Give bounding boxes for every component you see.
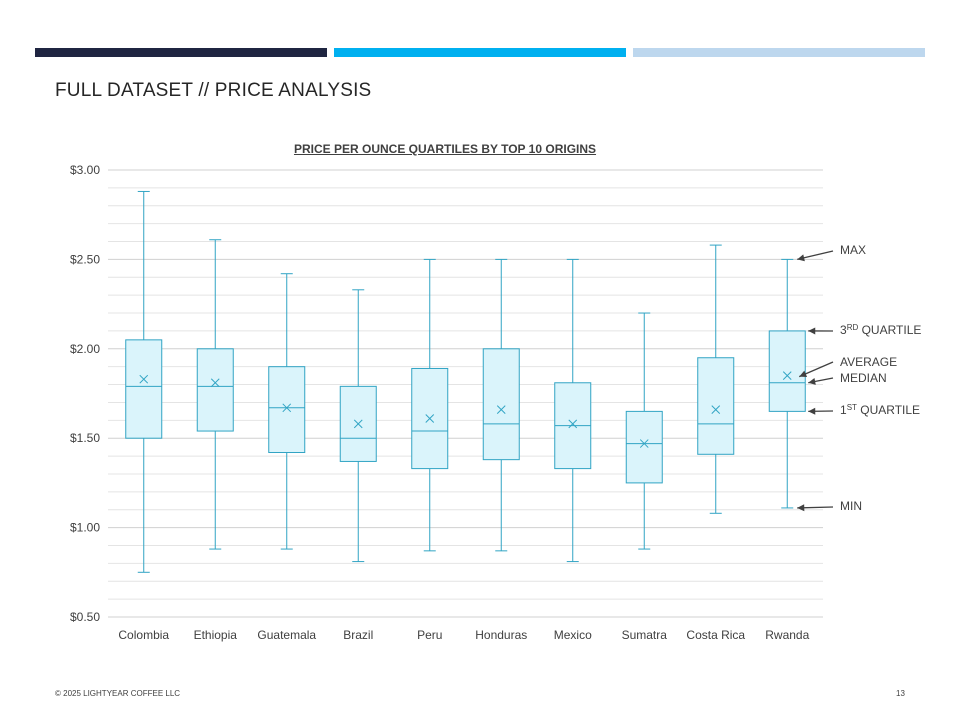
annotation-min-label: MIN (840, 499, 862, 513)
x-tick-label: Peru (417, 628, 442, 642)
arrow-head (797, 254, 805, 262)
iqr-box (196, 348, 234, 432)
x-tick-label: Rwanda (765, 628, 809, 642)
mean-marker (496, 405, 506, 414)
arrow-head (799, 370, 808, 378)
arrow-q1 (808, 407, 834, 415)
annotation-q3-suffix: RD (846, 323, 859, 332)
box-peru (411, 258, 449, 552)
annotation-q3-number: 3 (840, 323, 847, 337)
box-costa-rica (697, 244, 735, 514)
page-number: 13 (896, 689, 905, 698)
mean-marker (282, 403, 292, 413)
iqr-box (768, 330, 806, 412)
y-tick-label: $0.50 (70, 610, 100, 624)
box-guatemala (268, 273, 306, 550)
arrow-head (808, 407, 816, 415)
mean-marker (139, 374, 149, 384)
box-brazil (339, 289, 377, 563)
y-tick-label: $2.50 (70, 252, 100, 266)
annotation-average-label: AVERAGE (840, 355, 898, 369)
y-tick-label: $3.00 (70, 163, 100, 177)
footer-copyright: © 2025 LIGHTYEAR COFFEE LLC (55, 689, 181, 698)
arrow-median (808, 377, 834, 385)
arrow-head (797, 504, 805, 512)
chart-title: PRICE PER OUNCE QUARTILES BY TOP 10 ORIG… (293, 142, 597, 156)
slide-title: FULL DATASET // PRICE ANALYSIS (55, 80, 372, 101)
mean-marker (353, 419, 363, 429)
box-honduras (482, 258, 520, 552)
annotation-median-label: MEDIAN (840, 371, 887, 385)
annotation-q3: 3RD QUARTILE (840, 324, 921, 337)
x-tick-label: Guatemala (257, 628, 316, 642)
iqr-box (625, 410, 663, 484)
annotation-q1-suffix: ST (846, 403, 857, 412)
iqr-box (268, 366, 306, 454)
arrow-q3 (808, 327, 834, 335)
mean-marker (782, 371, 792, 380)
x-tick-label: Ethiopia (194, 628, 238, 642)
annotation-median: MEDIAN (840, 372, 887, 385)
header-band-blue (334, 48, 626, 57)
box-sumatra (625, 312, 663, 550)
box-rwanda (768, 258, 806, 509)
x-tick-label: Mexico (554, 628, 592, 642)
x-tick-label: Honduras (475, 628, 527, 642)
y-tick-label: $1.00 (70, 521, 100, 535)
mean-marker (568, 419, 578, 429)
annotation-average: AVERAGE (840, 356, 897, 369)
annotation-q1-label: QUARTILE (860, 403, 921, 417)
box-ethiopia (196, 239, 234, 550)
arrow-max (797, 250, 834, 262)
box-colombia (125, 190, 163, 573)
annotation-max: MAX (840, 244, 866, 257)
annotation-q1: 1ST QUARTILE (840, 404, 920, 417)
iqr-box (125, 339, 163, 439)
annotation-max-label: MAX (840, 243, 867, 257)
header-band-dark (35, 48, 327, 57)
mean-marker (425, 414, 435, 423)
mean-marker (711, 405, 721, 414)
y-tick-label: $1.50 (70, 431, 100, 445)
annotation-q1-number: 1 (840, 403, 847, 417)
annotation-q3-label: QUARTILE (861, 323, 922, 337)
mean-marker (639, 439, 649, 448)
x-tick-label: Sumatra (622, 628, 668, 642)
mean-marker (210, 378, 220, 388)
x-tick-label: Colombia (118, 628, 169, 642)
header-band-light (633, 48, 925, 57)
arrow-head (808, 378, 816, 385)
iqr-box (697, 357, 735, 455)
arrow-average (798, 361, 834, 378)
annotation-min: MIN (840, 500, 862, 513)
box-mexico (554, 258, 592, 563)
x-tick-label: Costa Rica (686, 628, 745, 642)
arrow-min (797, 504, 834, 512)
y-tick-label: $2.00 (70, 342, 100, 356)
x-tick-label: Brazil (343, 628, 373, 642)
arrow-head (808, 327, 816, 335)
iqr-box (482, 348, 520, 461)
